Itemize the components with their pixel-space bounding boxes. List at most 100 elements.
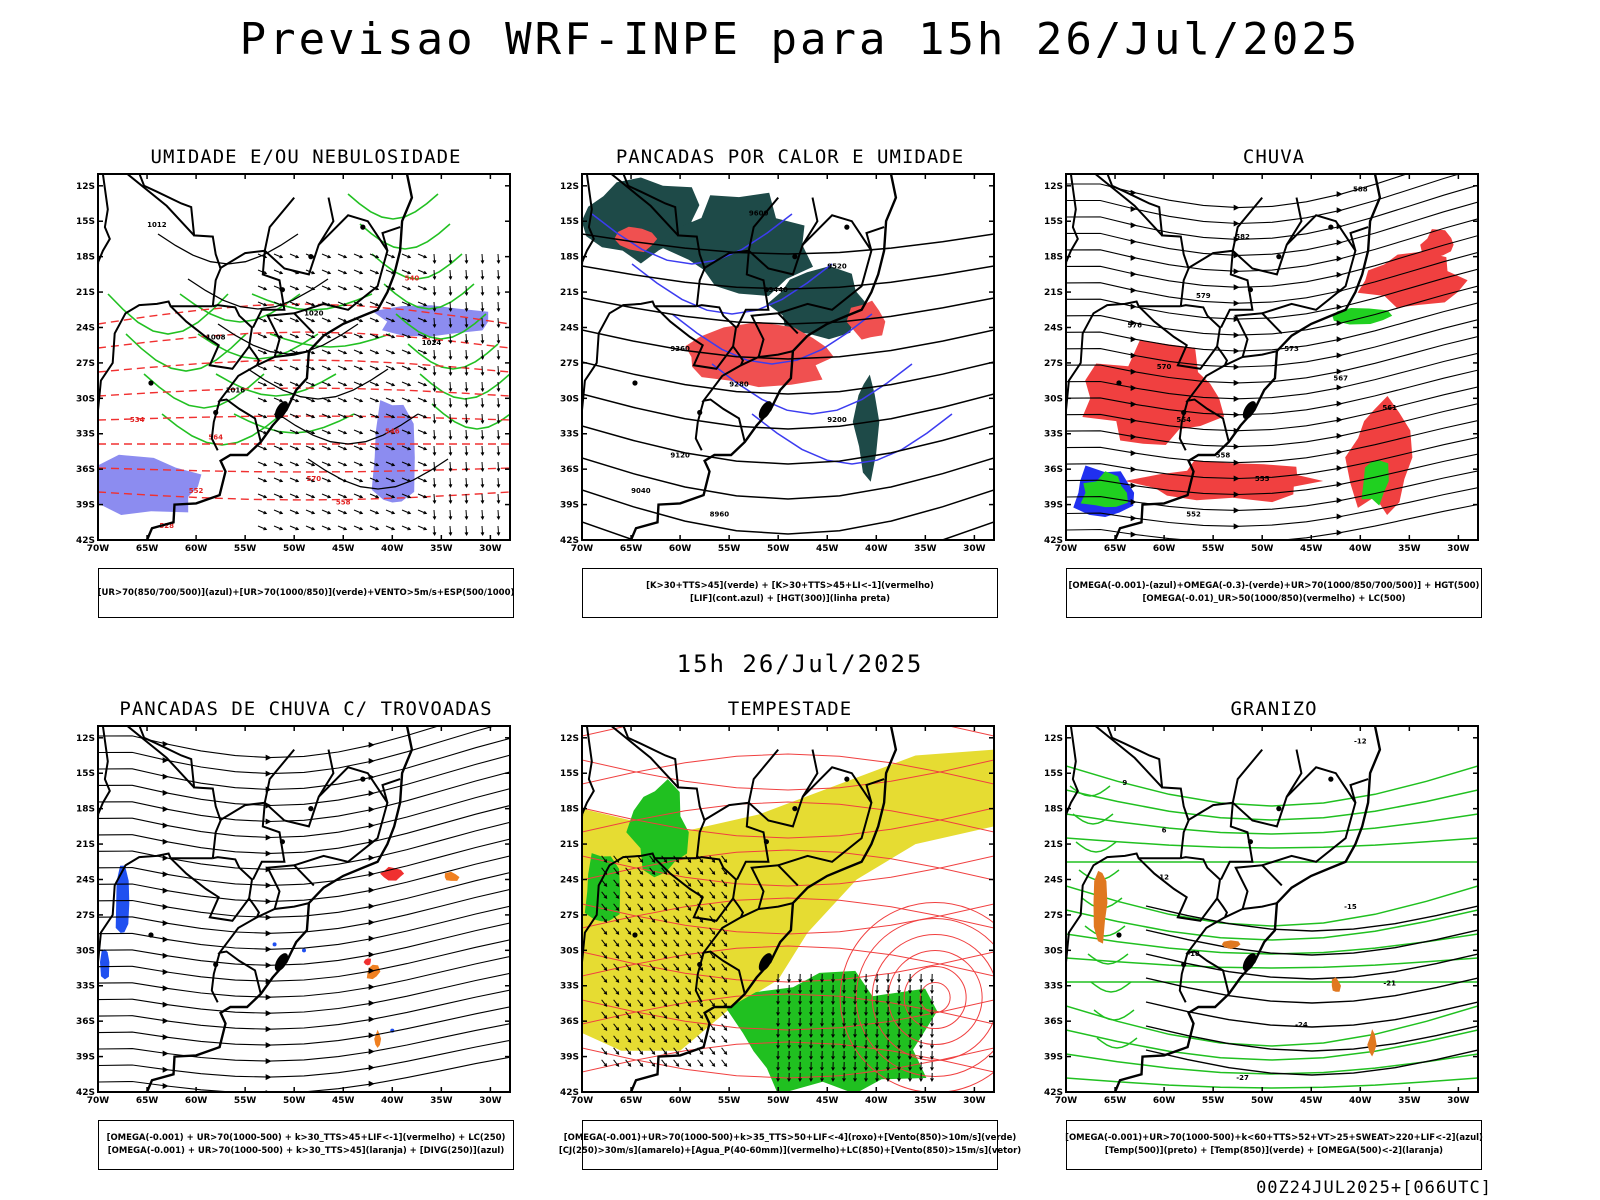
border-line	[1066, 300, 1181, 411]
wind850-vector	[615, 943, 620, 947]
wind-vector	[385, 445, 395, 450]
wind-vector	[417, 269, 427, 274]
lon-label: 35W	[1398, 1096, 1421, 1106]
wind-vector	[417, 301, 427, 306]
wind850-vector	[675, 955, 680, 959]
wind850-vector	[625, 1059, 631, 1067]
wind-vector	[321, 317, 331, 322]
wind-vector	[311, 318, 316, 323]
lon-label: 60W	[185, 544, 208, 554]
border-line	[586, 174, 706, 307]
wind850-vector	[930, 1045, 934, 1049]
wind850-vector	[919, 979, 923, 983]
hgt300-contour	[582, 361, 994, 395]
wind-vector	[448, 292, 453, 297]
humidity-contour-green	[233, 413, 355, 434]
wind-vector	[321, 269, 331, 274]
wind-vector	[449, 285, 452, 296]
wind-vector	[305, 381, 315, 386]
lc850-streamline	[582, 801, 994, 833]
wind850-vector	[651, 1039, 656, 1043]
border-line	[126, 726, 195, 789]
wind850-vector	[853, 1067, 857, 1071]
lif-contour-blue	[591, 213, 793, 265]
rain-fill-red	[1357, 251, 1468, 308]
wind850-vector	[625, 939, 631, 947]
border-line	[1187, 249, 1233, 270]
wind-vector	[465, 397, 468, 408]
wind850-vector	[663, 1027, 668, 1031]
wind850-vector	[697, 975, 703, 983]
lat-label: 15S	[1044, 217, 1063, 227]
wind-vector	[401, 285, 411, 290]
wind-vector	[480, 452, 485, 457]
wind850-vector	[875, 1045, 879, 1049]
wind-vector	[391, 414, 396, 419]
wind850-vector	[615, 1015, 620, 1019]
wind850-vector	[697, 927, 703, 935]
wind850-vector	[697, 939, 703, 947]
border-line	[1094, 174, 1163, 237]
temp850-contour-green	[1066, 789, 1478, 821]
wind-vector	[359, 510, 364, 515]
pressure-isobar	[277, 413, 419, 445]
lc250-streamline-arrow	[368, 822, 375, 829]
wind-vector	[391, 334, 396, 339]
wind-vector	[497, 445, 500, 456]
wind-vector	[273, 253, 283, 258]
wind-vector	[497, 509, 500, 520]
wind-vector	[464, 452, 469, 457]
wind850-vector	[673, 999, 679, 1007]
wind-vector	[448, 484, 453, 489]
border-line	[169, 305, 250, 370]
wind850-vector	[820, 1023, 824, 1027]
wind850-vector	[820, 1067, 824, 1071]
wind850-vector	[639, 955, 644, 959]
wind850-vector	[697, 1011, 703, 1019]
wind850-vector	[711, 871, 716, 875]
panel-title: GRANIZO	[1230, 698, 1318, 720]
contour-label: 534	[130, 416, 145, 424]
wind850-vector	[787, 1034, 791, 1038]
wind850-vector	[661, 939, 667, 947]
wind850-vector	[820, 990, 824, 994]
wind-vector	[480, 532, 485, 537]
wind-vector	[449, 509, 452, 520]
lon-label: 35W	[430, 544, 453, 554]
wind-vector	[481, 445, 484, 456]
wind850-vector	[639, 943, 644, 947]
wind850-vector	[613, 1023, 619, 1031]
wind850-vector	[897, 1034, 901, 1038]
hgt500-streamline-arrow	[1336, 320, 1343, 327]
wind-vector	[449, 253, 452, 264]
wind-vector	[423, 270, 428, 275]
wind-vector	[391, 510, 396, 515]
wind-vector	[279, 318, 284, 323]
lc250-streamline-arrow	[162, 789, 169, 796]
wind-vector	[464, 260, 469, 265]
temp850-contour-green	[1084, 925, 1126, 937]
legend-line-2: [Temp(500)](preto) + [Temp(850)](verde) …	[1104, 1146, 1444, 1156]
wind850-vector	[787, 1001, 791, 1005]
legend-line-1: [OMEGA(-0.001)+UR>70(1000-500)+k>35_TTS>…	[563, 1133, 1017, 1143]
wind-vector	[385, 317, 395, 322]
wind850-vector	[886, 1023, 890, 1027]
thickness-contour-red	[98, 387, 510, 397]
wind-vector	[289, 477, 299, 482]
wind-vector	[432, 516, 437, 521]
wind850-vector	[886, 990, 890, 994]
wind850-vector	[601, 975, 607, 983]
wind850-vector	[908, 1012, 912, 1016]
lon-label: 35W	[1398, 544, 1421, 554]
wind850-vector	[699, 943, 704, 947]
wind-vector	[480, 516, 485, 521]
wind-vector	[353, 477, 363, 482]
wind850-vector	[613, 891, 619, 899]
lat-label: 21S	[1044, 840, 1063, 850]
wind850-vector	[661, 1035, 667, 1043]
panel-title: TEMPESTADE	[727, 698, 853, 720]
wind-vector	[273, 381, 283, 386]
lagoa-dos-patos	[274, 953, 289, 972]
wind-vector	[289, 301, 299, 306]
wind850-vector	[625, 927, 631, 935]
